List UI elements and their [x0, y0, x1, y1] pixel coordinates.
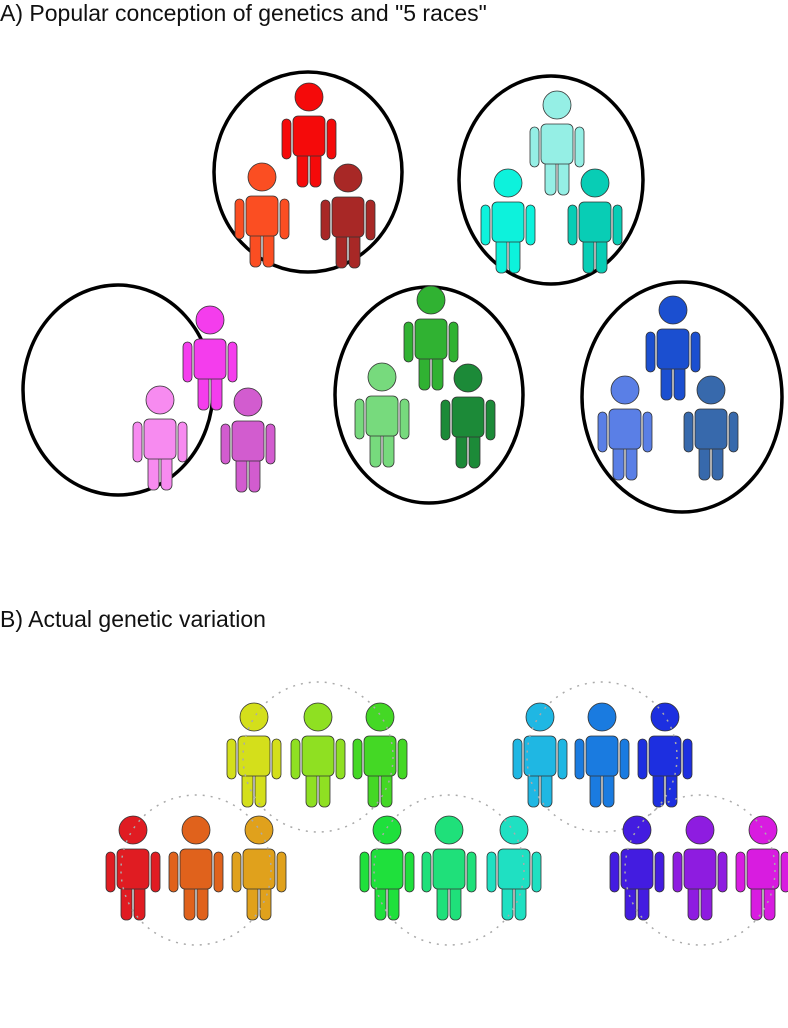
panel-b-group [609, 794, 788, 946]
person-icon [220, 387, 276, 493]
person-icon [290, 702, 346, 808]
panel-b-group [512, 681, 693, 833]
person-icon [440, 363, 496, 469]
panel-a-group [212, 70, 404, 274]
panel-a-group [333, 285, 525, 505]
group-dashed-circle [120, 794, 272, 946]
person-icon [226, 702, 282, 808]
panel-a-group [21, 283, 276, 497]
person-icon [132, 385, 188, 491]
group-dashed-circle [624, 794, 776, 946]
person-icon [421, 815, 477, 921]
person-icon [609, 815, 665, 921]
person-icon [231, 815, 287, 921]
person-icon [597, 375, 653, 481]
person-icon [637, 702, 693, 808]
panel-b-group [105, 794, 287, 946]
person-icon [320, 163, 376, 269]
person-icon [281, 82, 337, 188]
group-dashed-circle [373, 794, 525, 946]
person-icon [234, 162, 290, 268]
group-dashed-circle [526, 681, 678, 833]
person-icon [182, 305, 238, 411]
group-ellipse [212, 70, 404, 274]
person-icon [645, 295, 701, 401]
person-icon [567, 168, 623, 274]
panel-a-group [580, 280, 784, 514]
person-icon [486, 815, 542, 921]
panel-b-group [226, 681, 408, 833]
panel-a-group [457, 74, 645, 286]
person-icon [352, 702, 408, 808]
panel-b-title: B) Actual genetic variation [0, 606, 266, 632]
group-dashed-circle [242, 681, 394, 833]
person-icon [403, 285, 459, 391]
person-icon [512, 702, 568, 808]
person-icon [168, 815, 224, 921]
person-icon [105, 815, 161, 921]
group-ellipse [457, 74, 645, 286]
person-icon [354, 362, 410, 468]
person-icon [672, 815, 728, 921]
person-icon [683, 375, 739, 481]
person-icon [480, 168, 536, 274]
person-icon [529, 90, 585, 196]
panel-a-title: A) Popular conception of genetics and "5… [0, 0, 487, 26]
panel-b-group [359, 794, 542, 946]
person-icon [735, 815, 788, 921]
group-ellipse [21, 283, 215, 497]
person-icon [574, 702, 630, 808]
group-ellipse [580, 280, 784, 514]
person-icon [359, 815, 415, 921]
